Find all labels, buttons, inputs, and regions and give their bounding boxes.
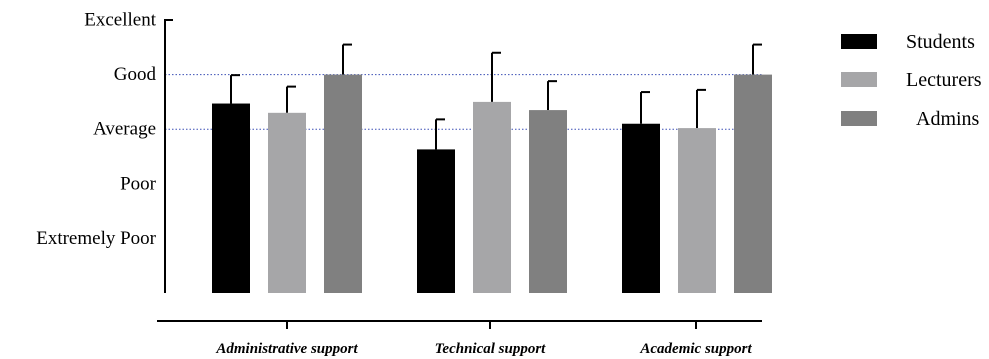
- x-category-label-academic-support: Academic support: [639, 341, 752, 357]
- bar-lecturers: [473, 101, 511, 294]
- legend-swatch-students: [841, 34, 877, 49]
- bar-students: [622, 123, 660, 294]
- y-tick-label-extremely-poor: Extremely Poor: [36, 228, 156, 249]
- legend-label-lecturers: Lecturers: [906, 69, 982, 91]
- x-axis-labels: Administrative support Technical support A…: [215, 341, 752, 357]
- x-category-label-technical-support: Technical support: [435, 341, 547, 357]
- bar-students: [212, 103, 250, 294]
- bar-admins: [324, 74, 362, 293]
- bar-admins: [734, 74, 772, 293]
- y-axis-labels: Extremely Poor Poor Average Good Excellent: [36, 10, 156, 249]
- x-category-label-administrative-support: Administrative support: [215, 341, 358, 357]
- bar-lecturers: [268, 112, 306, 293]
- legend-swatch-admins: [841, 111, 877, 126]
- y-tick-label-excellent: Excellent: [84, 10, 156, 31]
- bar-admins: [529, 110, 567, 293]
- y-tick-label-poor: Poor: [120, 173, 157, 194]
- bars: [212, 43, 772, 294]
- legend-label-admins: Admins: [916, 108, 980, 130]
- legend-swatch-lecturers: [841, 72, 877, 87]
- bar-students: [417, 149, 455, 293]
- legend: Students Lecturers Admins: [841, 31, 982, 130]
- y-tick-label-average: Average: [93, 119, 156, 140]
- reference-lines: [165, 74, 762, 130]
- axes: [157, 19, 762, 329]
- legend-label-students: Students: [906, 31, 975, 53]
- y-tick-label-good: Good: [114, 64, 157, 85]
- bar-lecturers: [678, 128, 716, 293]
